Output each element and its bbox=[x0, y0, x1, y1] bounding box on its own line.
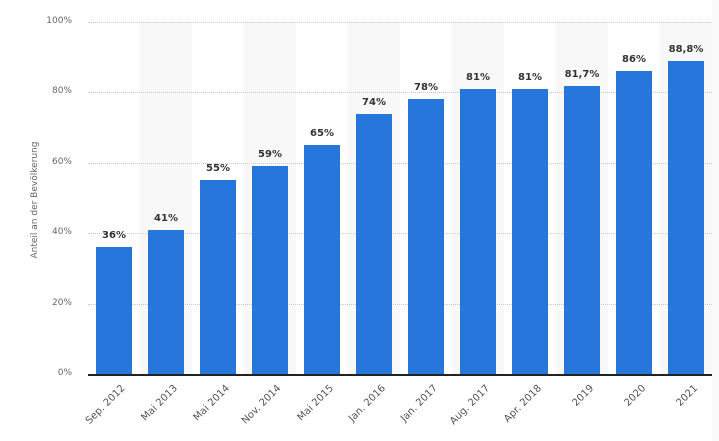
bar[interactable] bbox=[96, 247, 132, 374]
x-tick-label: Sep. 2012 bbox=[83, 383, 128, 427]
value-label: 55% bbox=[206, 163, 230, 175]
gridline bbox=[88, 303, 712, 305]
value-label: 36% bbox=[102, 230, 126, 242]
y-tick-label: 60% bbox=[51, 156, 72, 167]
x-tick-label: 2020 bbox=[622, 383, 649, 409]
x-axis-line bbox=[88, 374, 712, 376]
gridline bbox=[88, 22, 712, 23]
bar[interactable] bbox=[564, 86, 600, 374]
x-tick-label: 2019 bbox=[570, 383, 597, 409]
y-tick-label: 20% bbox=[51, 297, 72, 308]
bar[interactable] bbox=[408, 99, 444, 374]
bar[interactable] bbox=[460, 88, 496, 374]
x-tick-label: Mai 2015 bbox=[295, 383, 336, 424]
y-axis-label: Anteil an der Bevölkerung bbox=[30, 141, 40, 259]
y-tick-label: 40% bbox=[51, 227, 72, 238]
value-label: 65% bbox=[310, 128, 334, 140]
value-label: 74% bbox=[362, 96, 386, 108]
value-label: 41% bbox=[154, 212, 178, 224]
y-tick-label: 100% bbox=[46, 16, 72, 26]
value-label: 81% bbox=[518, 71, 542, 83]
value-label: 81,7% bbox=[564, 69, 600, 81]
x-tick-label: 2021 bbox=[674, 383, 701, 409]
gridline bbox=[88, 92, 712, 94]
value-label: 59% bbox=[258, 149, 282, 161]
x-tick-label: Apr. 2018 bbox=[502, 383, 544, 425]
y-tick-label: 0% bbox=[57, 368, 72, 378]
x-tick-label: Nov. 2014 bbox=[239, 383, 284, 427]
bar[interactable] bbox=[668, 61, 704, 374]
bar[interactable] bbox=[252, 166, 288, 374]
value-label: 88,8% bbox=[668, 44, 704, 56]
scroll-strip bbox=[712, 0, 719, 441]
bar[interactable] bbox=[148, 229, 184, 374]
y-tick-label: 80% bbox=[51, 86, 72, 97]
x-tick-label: Aug. 2017 bbox=[448, 383, 493, 428]
x-tick-label: Mai 2014 bbox=[191, 383, 232, 424]
bar[interactable] bbox=[616, 71, 652, 374]
gridline bbox=[88, 233, 712, 235]
value-label: 81% bbox=[466, 71, 490, 83]
bar[interactable] bbox=[304, 145, 340, 374]
x-tick-label: Jan. 2017 bbox=[398, 383, 441, 425]
gridline bbox=[88, 162, 712, 164]
bar[interactable] bbox=[356, 113, 392, 374]
bar[interactable] bbox=[512, 88, 548, 374]
x-tick-label: Jan. 2016 bbox=[346, 383, 389, 425]
value-label: 78% bbox=[414, 82, 438, 94]
bar[interactable] bbox=[200, 180, 236, 374]
value-label: 86% bbox=[622, 54, 646, 66]
x-tick-label: Mai 2013 bbox=[139, 383, 180, 424]
